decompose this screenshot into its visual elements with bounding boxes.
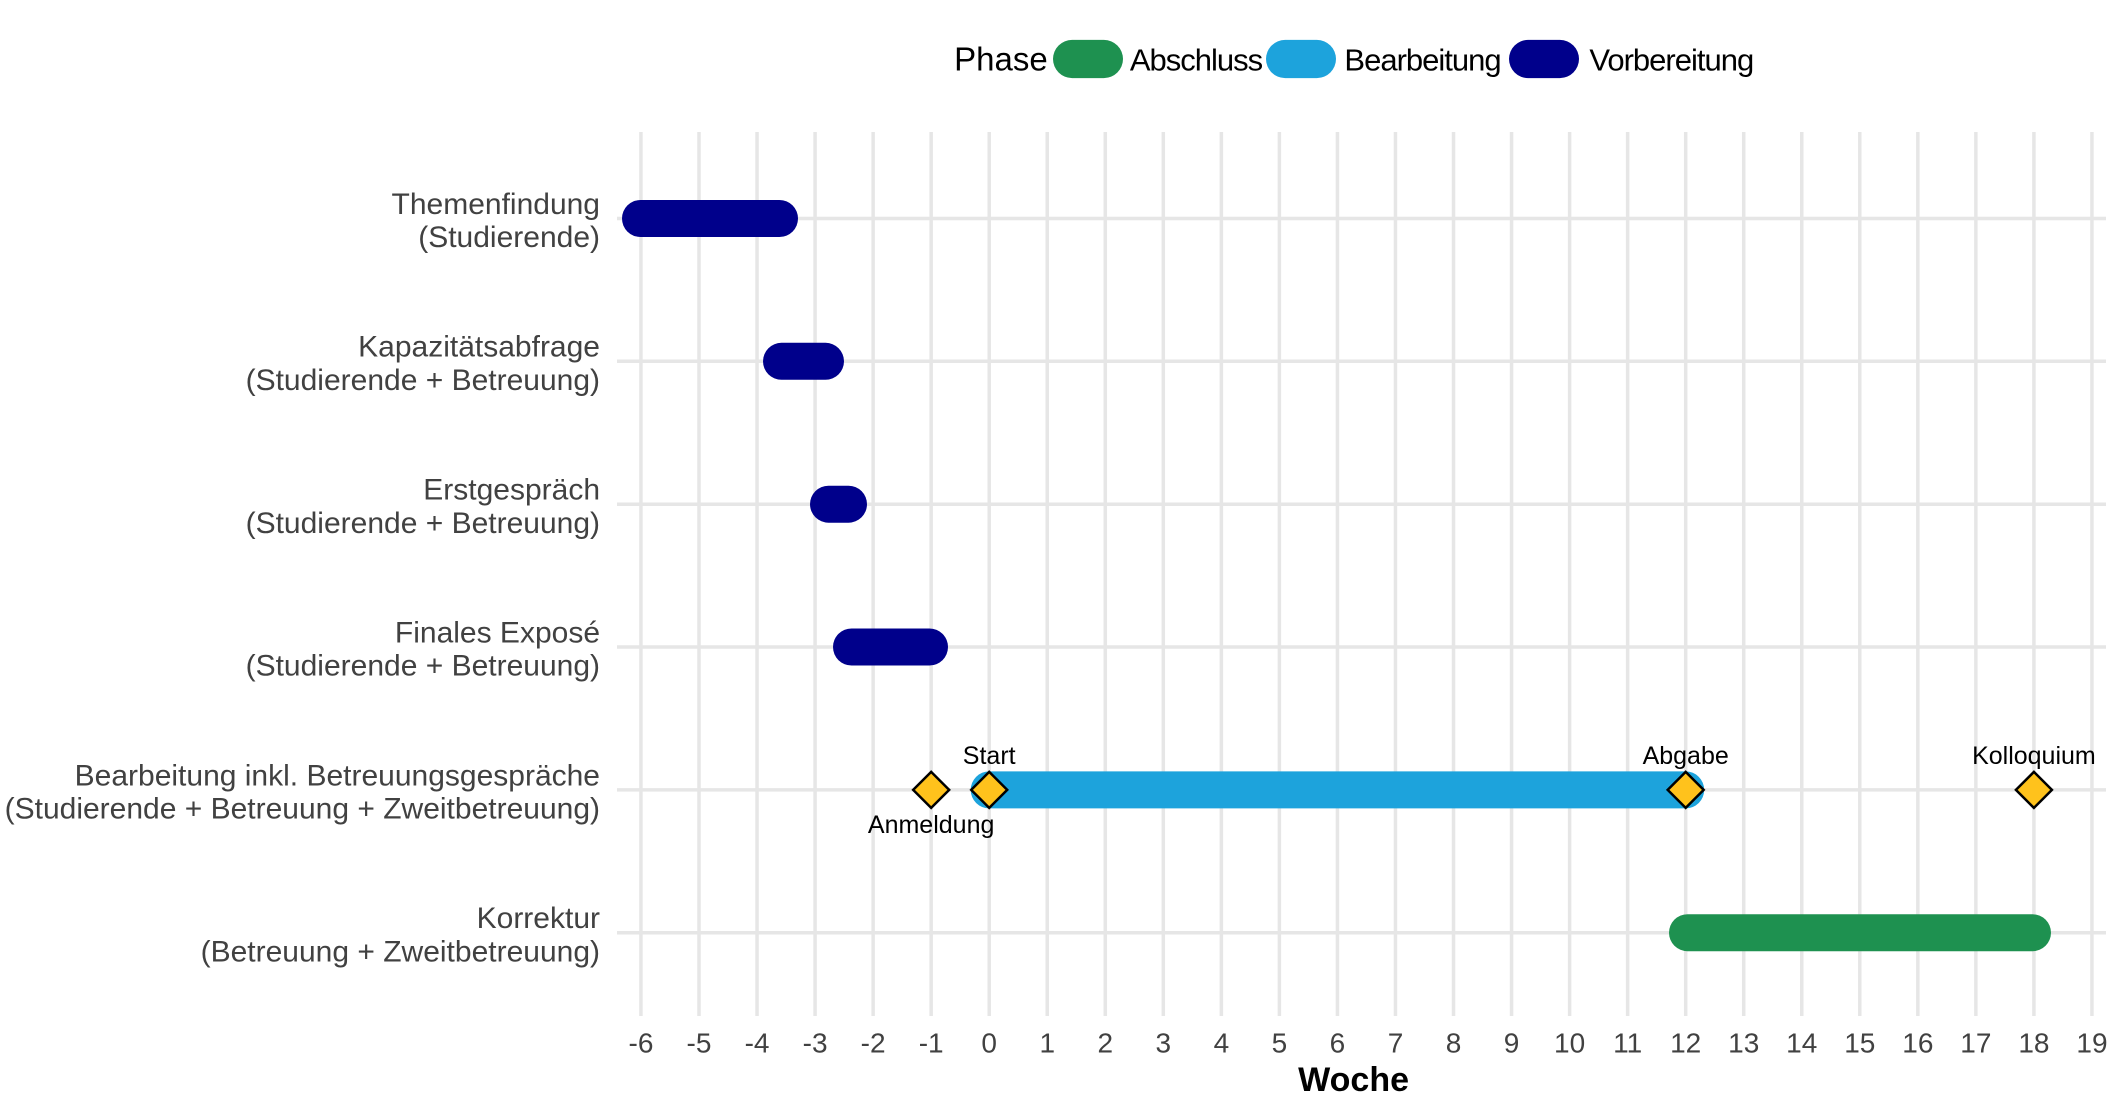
svg-text:Bearbeitung: Bearbeitung: [1344, 42, 1500, 77]
svg-text:-3: -3: [803, 1028, 828, 1059]
svg-text:18: 18: [2018, 1028, 2049, 1059]
svg-text:Kapazitätsabfrage: Kapazitätsabfrage: [358, 331, 600, 364]
svg-text:-4: -4: [745, 1028, 770, 1059]
svg-text:7: 7: [1388, 1028, 1404, 1059]
svg-text:(Studierende + Betreuung): (Studierende + Betreuung): [246, 507, 600, 540]
svg-text:-1: -1: [919, 1028, 944, 1059]
svg-text:Kolloquium: Kolloquium: [1972, 742, 2096, 770]
svg-text:Woche: Woche: [1298, 1061, 1409, 1099]
svg-text:Bearbeitung inkl. Betreuungsge: Bearbeitung inkl. Betreuungsgespräche: [75, 759, 600, 792]
svg-text:Finales Exposé: Finales Exposé: [395, 616, 600, 649]
svg-text:Korrektur: Korrektur: [477, 902, 600, 935]
svg-text:13: 13: [1728, 1028, 1759, 1059]
svg-text:Abgabe: Abgabe: [1643, 742, 1729, 770]
svg-text:14: 14: [1786, 1028, 1817, 1059]
svg-text:0: 0: [981, 1028, 997, 1059]
svg-text:Themenfindung: Themenfindung: [392, 188, 600, 221]
svg-text:5: 5: [1272, 1028, 1288, 1059]
svg-text:Vorbereitung: Vorbereitung: [1589, 42, 1753, 77]
svg-text:Phase: Phase: [954, 40, 1048, 77]
svg-text:(Betreuung + Zweitbetreuung): (Betreuung + Zweitbetreuung): [201, 935, 600, 968]
svg-text:(Studierende + Betreuung + Zwe: (Studierende + Betreuung + Zweitbetreuun…: [5, 793, 600, 826]
svg-text:-6: -6: [629, 1028, 654, 1059]
svg-text:Abschluss: Abschluss: [1130, 42, 1263, 77]
svg-text:19: 19: [2076, 1028, 2107, 1059]
svg-text:8: 8: [1446, 1028, 1462, 1059]
svg-text:(Studierende): (Studierende): [418, 221, 600, 254]
svg-text:15: 15: [1844, 1028, 1875, 1059]
svg-text:-2: -2: [861, 1028, 886, 1059]
svg-text:-5: -5: [687, 1028, 712, 1059]
svg-text:(Studierende + Betreuung): (Studierende + Betreuung): [246, 650, 600, 683]
svg-text:17: 17: [1960, 1028, 1991, 1059]
svg-text:4: 4: [1214, 1028, 1230, 1059]
svg-text:Anmeldung: Anmeldung: [868, 811, 994, 839]
svg-text:2: 2: [1097, 1028, 1113, 1059]
svg-text:Start: Start: [963, 742, 1016, 770]
svg-text:(Studierende + Betreuung): (Studierende + Betreuung): [246, 364, 600, 397]
svg-text:10: 10: [1554, 1028, 1585, 1059]
svg-text:3: 3: [1156, 1028, 1172, 1059]
svg-text:16: 16: [1902, 1028, 1933, 1059]
svg-text:6: 6: [1330, 1028, 1346, 1059]
svg-text:1: 1: [1039, 1028, 1055, 1059]
svg-text:12: 12: [1670, 1028, 1701, 1059]
svg-text:Erstgespräch: Erstgespräch: [423, 474, 600, 507]
svg-text:11: 11: [1613, 1028, 1642, 1059]
svg-text:9: 9: [1504, 1028, 1520, 1059]
